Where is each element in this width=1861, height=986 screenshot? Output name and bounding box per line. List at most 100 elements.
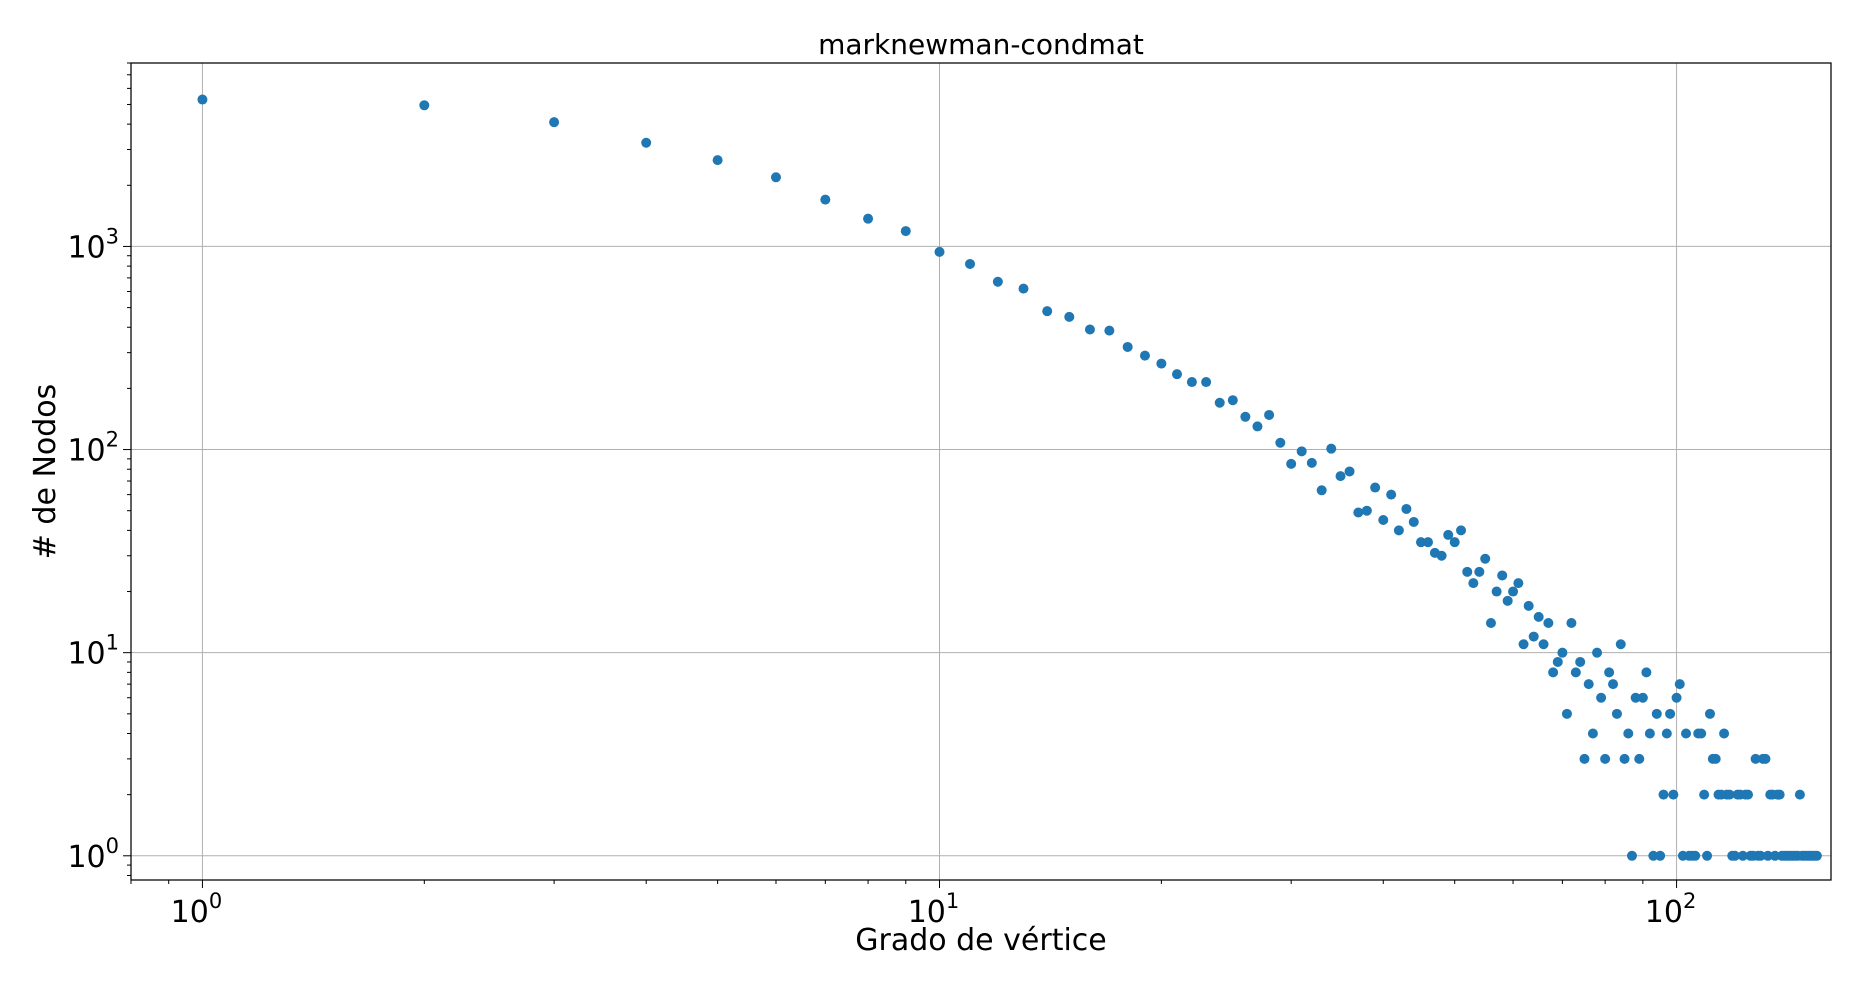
data-point [1570, 667, 1581, 678]
data-point [1497, 570, 1508, 581]
data-point [1186, 377, 1197, 388]
data-point [1566, 617, 1577, 628]
data-points [197, 94, 1822, 861]
data-point [419, 100, 430, 111]
data-point [1634, 753, 1645, 764]
data-point [1353, 507, 1364, 518]
data-point [1306, 457, 1317, 468]
data-point [1592, 647, 1603, 658]
data-point [1674, 679, 1685, 690]
data-point [1583, 679, 1594, 690]
data-point [1690, 850, 1701, 861]
data-point [1710, 753, 1721, 764]
data-point [1370, 482, 1381, 493]
data-point [1214, 397, 1225, 408]
x-axis-label: Grado de vértice [855, 923, 1107, 958]
data-point [1719, 728, 1730, 739]
data-point [1449, 537, 1460, 548]
data-point [1543, 617, 1554, 628]
data-point [1587, 728, 1598, 739]
data-point [1644, 728, 1655, 739]
data-point [1579, 753, 1590, 764]
data-point [1755, 850, 1766, 861]
data-point [197, 94, 208, 105]
data-point [1608, 679, 1619, 690]
data-point [1661, 728, 1672, 739]
data-point [1750, 753, 1761, 764]
data-point [1615, 639, 1626, 650]
data-point [1491, 586, 1502, 597]
y-tick-label: 102 [67, 428, 119, 469]
data-point [1600, 753, 1611, 764]
ticks: 100 101 102 100 101 102 103 [67, 62, 1697, 930]
x-tick-label: 102 [1645, 889, 1697, 930]
data-point [1604, 667, 1615, 678]
data-point [1528, 631, 1539, 642]
data-point [1770, 850, 1780, 861]
data-point [1084, 324, 1095, 335]
data-point [1386, 489, 1397, 500]
y-tick-label: 101 [67, 631, 119, 672]
data-point [992, 276, 1003, 287]
data-point [1240, 411, 1251, 422]
data-point [1681, 728, 1692, 739]
data-point [1344, 466, 1355, 477]
data-point [863, 213, 874, 224]
data-point [1474, 566, 1485, 577]
data-point [770, 172, 781, 183]
data-point [1401, 503, 1412, 514]
data-point [1523, 600, 1534, 611]
data-point [1415, 537, 1426, 548]
data-point [1575, 656, 1586, 667]
data-point [1201, 377, 1212, 388]
data-point [1651, 708, 1662, 719]
data-point [1794, 789, 1805, 800]
data-point [1275, 437, 1286, 448]
data-point [965, 258, 976, 269]
data-point [1630, 692, 1641, 703]
data-point [1762, 850, 1773, 861]
data-point [820, 194, 831, 205]
data-point [1671, 692, 1682, 703]
data-point [1641, 667, 1652, 678]
data-point [1699, 789, 1710, 800]
data-point [641, 137, 652, 148]
data-point [1760, 753, 1771, 764]
data-point [1378, 514, 1389, 525]
data-point [1611, 708, 1622, 719]
grid [131, 63, 1831, 880]
chart-title: marknewman-condmat [818, 28, 1144, 61]
data-point [1326, 443, 1337, 454]
data-point [1252, 421, 1263, 432]
data-point [1361, 505, 1372, 516]
data-point [1696, 728, 1707, 739]
data-point [934, 246, 945, 257]
data-point [1480, 553, 1491, 564]
data-point [1774, 789, 1785, 800]
data-point [1172, 369, 1182, 380]
data-point [1468, 578, 1479, 589]
data-point [1316, 485, 1327, 496]
data-point [1423, 537, 1433, 548]
data-point [1227, 395, 1238, 406]
data-point [1552, 656, 1563, 667]
data-point [1665, 708, 1676, 719]
data-point [1538, 639, 1549, 650]
data-point [1811, 850, 1822, 861]
data-point [1335, 471, 1346, 482]
data-point [1743, 789, 1753, 800]
data-point [1658, 789, 1669, 800]
y-axis-label: # de Nodos [28, 384, 63, 560]
data-point [1533, 611, 1544, 622]
data-point [1737, 850, 1748, 861]
data-point [1513, 578, 1524, 589]
data-point [1561, 708, 1572, 719]
data-point [1668, 789, 1679, 800]
data-point [1156, 358, 1167, 369]
data-point [1518, 639, 1529, 650]
data-point [1436, 550, 1447, 561]
data-point [712, 155, 723, 166]
data-point [1502, 595, 1513, 606]
